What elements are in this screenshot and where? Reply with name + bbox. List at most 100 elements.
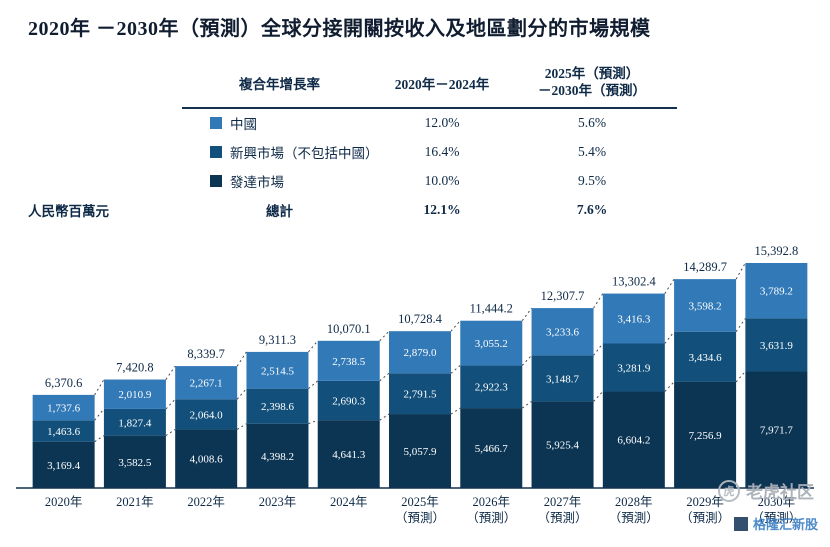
connector-dotted-line <box>664 381 675 392</box>
connector-dotted-line <box>450 320 461 332</box>
total-value-label: 10,728.4 <box>398 312 443 326</box>
bar-segment-0 <box>674 381 737 488</box>
segment-value-label: 2,514.5 <box>261 365 295 377</box>
cagr-developed-period1: 10.0% <box>424 173 460 189</box>
cagr-header-period2: 2025年（預測） －2030年（預測） <box>507 66 677 100</box>
tiger-logo-icon: 虎 <box>718 479 740 502</box>
connector-dotted-line <box>236 351 247 367</box>
cagr-header-period2-line1: 2025年（預測） <box>544 66 640 81</box>
x-axis-year-label: 2021年 <box>116 495 154 509</box>
connector-dotted-line <box>236 388 247 400</box>
connector-dotted-line <box>379 330 390 342</box>
connector-dotted-line <box>308 340 319 353</box>
segment-value-label: 1,463.6 <box>47 426 81 438</box>
bar-chart: 3,169.4 1,463.6 1,737.6 6,370.6 2020年 3,582.5… <box>16 244 814 525</box>
bar-segment-0 <box>602 391 665 488</box>
connector-dotted-line <box>308 380 319 390</box>
bar-segment-0 <box>531 401 594 488</box>
cagr-row-emerging: 新興市場（不包括中國） 16.4% 5.4% <box>182 138 677 167</box>
segment-value-label: 3,281.9 <box>617 362 651 374</box>
segment-value-label: 2,738.5 <box>332 356 366 368</box>
segment-value-label: 5,925.4 <box>546 440 580 452</box>
segment-value-label: 4,008.6 <box>190 454 224 466</box>
segment-value-label: 3,055.2 <box>475 338 508 350</box>
bar-segment-0 <box>460 408 523 488</box>
segment-value-label: 3,233.6 <box>546 327 580 339</box>
x-axis-forecast-label: （預測） <box>395 511 445 525</box>
connector-dotted-line <box>593 391 604 402</box>
legend-label-developed: 發達市場 <box>230 175 284 191</box>
total-value-label: 9,311.3 <box>259 333 296 347</box>
chart-title: 2020年 －2030年（預測）全球分接開關按收入及地區劃分的市場規模 <box>28 18 651 40</box>
segment-value-label: 2,267.1 <box>190 378 223 390</box>
bar-segment-1 <box>674 331 737 382</box>
segment-value-label: 2,010.9 <box>118 389 152 401</box>
bar-segment-0 <box>175 429 238 488</box>
connector-dotted-line <box>94 435 105 443</box>
segment-value-label: 3,434.6 <box>689 352 723 364</box>
bar-segment-2 <box>674 279 737 332</box>
cagr-total-period1: 12.1% <box>423 202 461 218</box>
bar-segment-1 <box>103 408 166 436</box>
x-axis-year-label: 2030年 <box>758 495 796 509</box>
x-axis-forecast-label: （預測） <box>466 511 516 525</box>
connector-dotted-line <box>165 428 176 437</box>
x-axis-forecast-label: （預測） <box>609 511 659 525</box>
segment-value-label: 5,057.9 <box>404 446 438 458</box>
cagr-row-china: 中國 12.0% 5.6% <box>182 109 677 138</box>
bar-segment-0 <box>389 414 451 488</box>
segment-value-label: 4,641.3 <box>332 449 366 461</box>
bar-segment-0 <box>246 423 309 488</box>
total-value-label: 8,339.7 <box>187 347 225 361</box>
connector-dotted-line <box>308 419 318 425</box>
bar-segment-0 <box>32 441 95 488</box>
x-axis-year-label: 2020年 <box>45 495 83 509</box>
connector-dotted-line <box>165 398 176 410</box>
segment-value-label: 3,631.9 <box>760 340 794 352</box>
bar-segment-1 <box>389 373 451 415</box>
bar-segment-2 <box>103 379 166 409</box>
connector-dotted-line <box>379 413 390 421</box>
bar-segment-2 <box>460 320 523 366</box>
segment-value-label: 2,922.3 <box>475 382 509 394</box>
watermark-tiger-community: 虎 老虎社区 <box>718 478 814 503</box>
legend-label-emerging: 新興市場（不包括中國） <box>230 146 379 162</box>
segment-value-label: 1,827.4 <box>118 417 152 429</box>
cagr-row-total: 總計 12.1% 7.6% <box>182 196 677 225</box>
bar-segment-0 <box>745 371 808 488</box>
segment-value-label: 3,789.2 <box>760 286 793 298</box>
bar-segment-2 <box>317 340 380 381</box>
bar-segment-2 <box>32 394 95 421</box>
connector-dotted-line <box>450 364 461 374</box>
connector-dotted-line <box>521 400 532 409</box>
connector-dotted-line <box>593 293 604 309</box>
connector-dotted-line <box>94 408 105 421</box>
connector-dotted-line <box>735 262 746 280</box>
x-axis-forecast-label: （預測） <box>680 511 730 525</box>
legend-label-china: 中國 <box>230 117 257 133</box>
segment-value-label: 2,690.3 <box>332 395 366 407</box>
total-value-label: 11,444.2 <box>470 302 513 316</box>
x-axis-year-label: 2028年 <box>615 495 653 509</box>
gelonghui-logo-icon <box>733 516 748 531</box>
x-axis-year-label: 2025年 <box>401 495 439 509</box>
connector-dotted-line <box>450 407 461 415</box>
connector-dotted-line <box>94 379 105 396</box>
connector-dotted-line <box>521 355 532 366</box>
x-axis-year-label: 2023年 <box>259 495 297 509</box>
x-axis-year-label: 2024年 <box>330 495 368 509</box>
connector-dotted-line <box>735 371 746 383</box>
segment-value-label: 2,879.0 <box>404 347 438 359</box>
watermark-gelonghui-text: 格隆汇新股 <box>752 517 818 532</box>
connector-dotted-line <box>165 365 176 380</box>
cagr-header-period2-line2: －2030年（預測） <box>538 82 646 98</box>
cagr-table: 複合年增長率 2020年－2024年 2025年（預測） －2030年（預測） … <box>182 66 677 225</box>
bar-segment-2 <box>246 351 309 389</box>
cagr-table-header: 複合年增長率 2020年－2024年 2025年（預測） －2030年（預測） <box>182 66 677 109</box>
bar-segment-1 <box>460 365 523 409</box>
bar-segment-1 <box>602 343 665 392</box>
cagr-emerging-period1: 16.4% <box>424 144 460 160</box>
bar-segment-2 <box>745 263 808 319</box>
segment-value-label: 3,416.3 <box>617 314 651 326</box>
cagr-emerging-period2: 5.4% <box>577 144 607 160</box>
